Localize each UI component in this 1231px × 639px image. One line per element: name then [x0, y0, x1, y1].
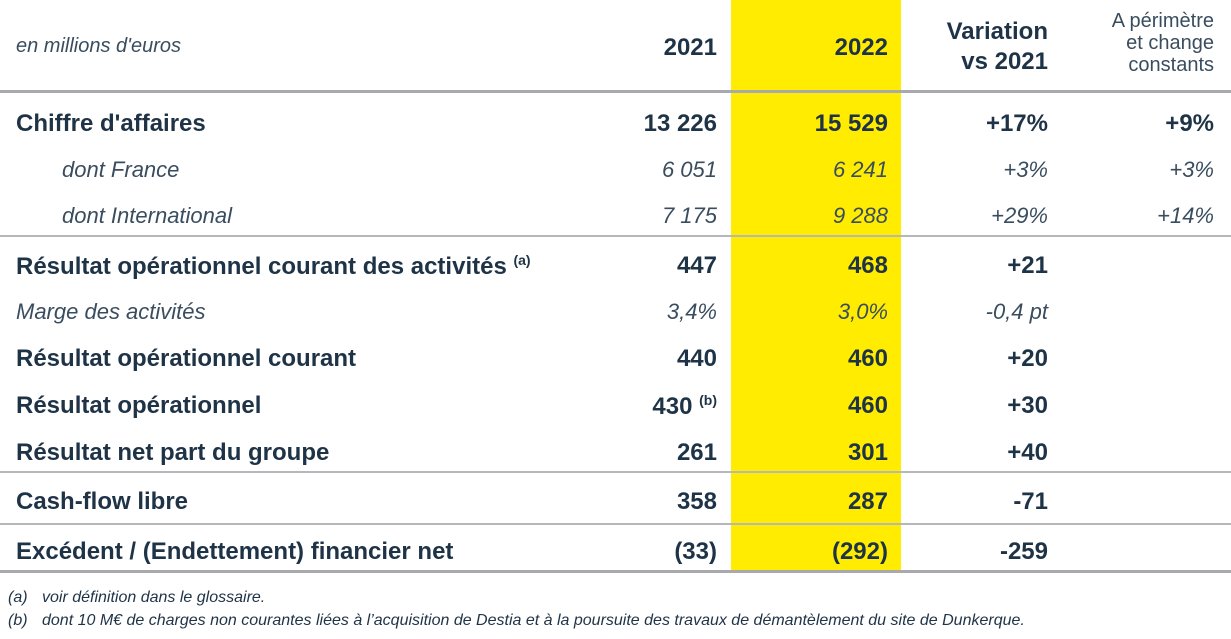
row-label: Résultat net part du groupe [16, 439, 330, 466]
header-2022: 2022 [834, 34, 888, 61]
header-constant-line3: constants [1128, 54, 1214, 76]
value-2022: 287 [847, 488, 888, 515]
footnote-ref-a: (a) [513, 252, 531, 268]
value-variation: -0,4 pt [985, 299, 1048, 324]
value-2021: 261 [676, 439, 717, 466]
header-constant-perimeter: A périmètre et change constants [1112, 10, 1214, 76]
row-label: Résultat opérationnel courant [16, 345, 357, 372]
value-2021: 3,4% [666, 299, 717, 324]
value-2022: 468 [847, 252, 888, 279]
section-rule [0, 523, 1231, 525]
value-variation: +21 [1007, 252, 1048, 279]
row-label: Marge des activités [16, 299, 206, 324]
row-label: Excédent / (Endettement) financier net [16, 538, 454, 565]
row-label-text: Résultat opérationnel courant des activi… [16, 253, 507, 280]
value-variation: +40 [1007, 439, 1048, 466]
footnote-a: (a) voir définition dans le glossaire. [8, 589, 265, 607]
header-constant-line2: et change [1126, 32, 1214, 54]
value-2021: 447 [676, 252, 717, 279]
header-2021: 2021 [663, 34, 717, 61]
value-2022: 460 [847, 392, 888, 419]
value-variation: +17% [985, 110, 1048, 137]
value-variation: -259 [999, 538, 1048, 565]
value-variation: +3% [1003, 157, 1048, 182]
value-constant: +3% [1169, 157, 1214, 182]
header-rule [0, 90, 1231, 93]
footnote-text: dont 10 M€ de charges non courantes liée… [42, 612, 1025, 629]
value-2021: 358 [676, 488, 717, 515]
highlight-column-2022 [731, 0, 901, 570]
value-2022: 15 529 [814, 110, 888, 137]
row-label: Cash-flow libre [16, 488, 189, 515]
footnote-text: voir définition dans le glossaire. [42, 589, 266, 606]
footnote-b: (b) dont 10 M€ de charges non courantes l… [8, 612, 1025, 630]
value-variation: -71 [1013, 488, 1048, 515]
value-2021-text: 430 [652, 393, 693, 420]
value-variation: +30 [1007, 392, 1048, 419]
header-variation: Variation vs 2021 [947, 17, 1048, 77]
value-2022: 6 241 [832, 157, 888, 182]
header-constant-line1: A périmètre [1111, 10, 1214, 32]
units-label: en millions d'euros [16, 35, 182, 57]
value-variation: +29% [991, 203, 1048, 228]
header-variation-line2: vs 2021 [961, 48, 1048, 75]
value-2021: 440 [676, 345, 717, 372]
section-rule [0, 235, 1231, 237]
section-rule [0, 471, 1231, 473]
value-2022: (292) [831, 538, 888, 565]
value-constant: +9% [1165, 110, 1214, 137]
value-2022: 460 [847, 345, 888, 372]
footnote-ref-b: (b) [699, 392, 717, 408]
value-variation: +20 [1007, 345, 1048, 372]
row-label: Chiffre d'affaires [16, 110, 206, 137]
row-label: Résultat opérationnel courant des activi… [16, 252, 531, 281]
row-label: dont International [62, 203, 233, 228]
value-2021: 6 051 [661, 157, 717, 182]
row-label: Résultat opérationnel [16, 392, 262, 419]
row-label: dont France [62, 157, 180, 182]
value-constant: +14% [1157, 203, 1214, 228]
value-2021: 13 226 [643, 110, 717, 137]
value-2022: 9 288 [832, 203, 888, 228]
table-bottom-rule [0, 570, 1231, 573]
value-2021: 7 175 [661, 203, 717, 228]
value-2021: (33) [674, 538, 717, 565]
value-2022: 301 [847, 439, 888, 466]
footnote-tag: (b) [8, 612, 28, 629]
value-2022: 3,0% [837, 299, 888, 324]
footnote-tag: (a) [8, 589, 28, 606]
value-2021: 430 (b) [652, 392, 717, 421]
header-variation-line1: Variation [946, 18, 1048, 45]
